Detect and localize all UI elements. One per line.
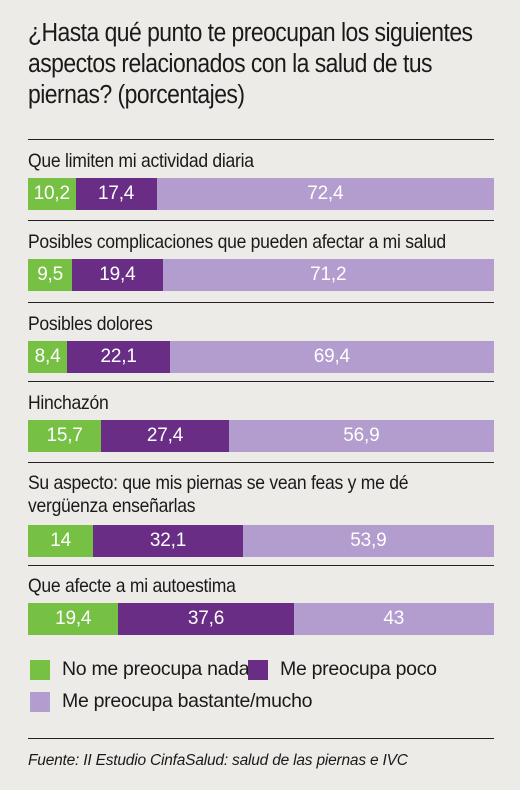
category-label-line: Su aspecto: que mis piernas se vean feas… [28,472,409,494]
bar-segment-none: 15,7 [28,420,102,452]
category-label-line: Posibles complicaciones que pueden afect… [28,231,446,253]
category-label: Hinchazón [28,392,505,415]
row-divider [28,302,494,303]
category-label: Posibles complicaciones que pueden afect… [28,231,505,254]
stacked-bar: 10,2 17,4 72,4 [28,178,494,210]
row-divider [28,565,494,566]
category-label-line: Que afecte a mi autoestima [28,575,236,597]
bar-segment-much: 69,4 [170,341,494,373]
category-label-line: Posibles dolores [28,313,153,335]
category-label-line: vergüenza enseñarlas [28,495,196,517]
row-divider [28,462,494,463]
source-divider [28,738,494,739]
legend-item-none: No me preocupa nada [30,658,250,681]
chart-title-line: piernas? (porcentajes) [28,81,245,109]
bar-segment-none: 10,2 [28,178,76,210]
bar-segment-much: 53,9 [242,525,494,557]
bar-segment-none: 14 [28,525,94,557]
stacked-bar: 15,7 27,4 56,9 [28,420,494,452]
chart-title-line: ¿Hasta qué punto te preocupan los siguie… [28,19,473,47]
category-label-line: Hinchazón [28,392,109,414]
bar-segment-none: 9,5 [28,259,73,291]
bar-segment-little: 27,4 [101,420,229,452]
chart-title-line: aspectos relacionados con la salud de tu… [28,50,433,78]
legend-swatch-little [248,659,268,680]
legend-swatch-much [30,691,50,712]
chart-title: ¿Hasta qué punto te preocupan los siguie… [28,18,514,111]
source-note: Fuente: II Estudio CinfaSalud: salud de … [28,752,408,769]
legend-label-none: No me preocupa nada [62,658,250,680]
category-label: Posibles dolores [28,313,505,336]
bar-segment-little: 32,1 [93,525,243,557]
category-label-line: Que limiten mi actividad diaria [28,150,254,172]
legend-label-little: Me preocupa poco [280,658,437,680]
bar-segment-little: 22,1 [67,341,171,373]
stacked-bar: 8,4 22,1 69,4 [28,341,494,373]
bar-segment-much: 43 [293,603,494,635]
legend-label-much: Me preocupa bastante/mucho [62,690,313,712]
stacked-bar: 9,5 19,4 71,2 [28,259,494,291]
stacked-bar: 19,4 37,6 43 [28,603,494,635]
bar-segment-none: 19,4 [28,603,119,635]
legend-item-much: Me preocupa bastante/mucho [30,690,313,713]
category-label: Que afecte a mi autoestima [28,575,505,598]
row-divider [28,381,494,382]
category-label: Que limiten mi actividad diaria [28,150,505,173]
bar-segment-much: 56,9 [228,420,494,452]
category-label: Su aspecto: que mis piernas se vean feas… [28,472,505,518]
bar-segment-much: 71,2 [162,259,494,291]
row-divider [28,139,494,140]
bar-segment-none: 8,4 [28,341,68,373]
bar-segment-little: 17,4 [75,178,157,210]
bar-segment-much: 72,4 [156,178,494,210]
bar-segment-little: 37,6 [118,603,294,635]
row-divider [28,220,494,221]
legend-swatch-none [30,659,50,680]
legend-item-little: Me preocupa poco [248,658,437,681]
stacked-bar: 14 32,1 53,9 [28,525,494,557]
bar-segment-little: 19,4 [72,259,163,291]
